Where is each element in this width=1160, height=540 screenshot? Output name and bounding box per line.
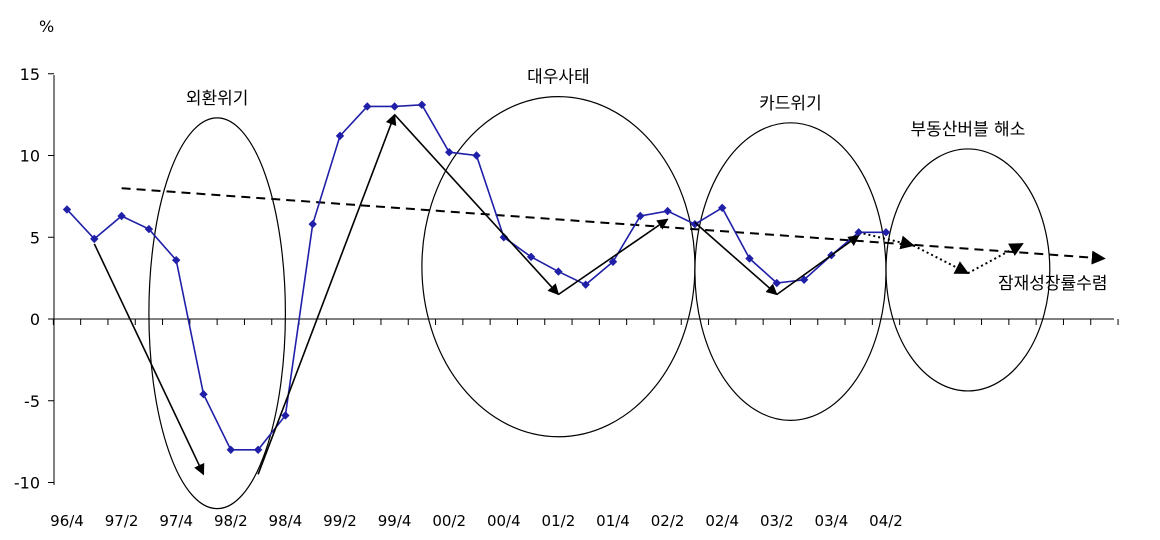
x-tick-label: 01/2 xyxy=(542,512,576,530)
data-point xyxy=(881,228,891,237)
data-point xyxy=(417,100,427,110)
phase-ellipses xyxy=(148,96,1051,510)
data-point xyxy=(335,131,345,141)
forecast-segment xyxy=(967,242,1024,275)
data-point xyxy=(363,102,372,111)
trend-layer xyxy=(121,187,1106,275)
x-tick-label: 02/2 xyxy=(651,512,685,530)
phase-label: 부동산버블 해소 xyxy=(910,120,1025,140)
phase-label: 외환위기 xyxy=(186,89,249,109)
data-point xyxy=(608,257,618,266)
data-point xyxy=(499,233,508,242)
phase-arrow xyxy=(694,221,778,296)
x-tick-label: 96/4 xyxy=(50,512,84,530)
data-point xyxy=(554,267,563,276)
data-point xyxy=(253,445,263,454)
data-point xyxy=(90,234,99,244)
y-tick-label: 10 xyxy=(20,147,40,166)
data-point xyxy=(854,228,863,237)
data-point xyxy=(472,151,481,160)
data-point xyxy=(308,219,317,229)
phase-arrow xyxy=(93,243,205,476)
data-point xyxy=(199,390,208,399)
data-point xyxy=(526,252,536,262)
end-label: 잠재성장률수렴 xyxy=(998,274,1107,294)
forecast-segment xyxy=(912,244,970,275)
trend-line xyxy=(121,187,1106,265)
data-point xyxy=(745,254,754,263)
y-tick-label: 0 xyxy=(30,310,40,329)
x-tick-labels: 96/4 97/2 97/4 98/2 98/4 99/2 99/4 00/2 00/4 01/2… xyxy=(50,512,903,530)
data-point xyxy=(445,148,454,157)
data-point xyxy=(144,224,154,234)
phase-arrow xyxy=(394,114,560,296)
data-point xyxy=(281,411,290,420)
data-point xyxy=(581,280,590,289)
data-point xyxy=(62,205,72,214)
y-tick-label: 5 xyxy=(30,228,40,247)
y-tick-label: -10 xyxy=(14,474,40,493)
x-tick-label: 00/2 xyxy=(432,512,466,530)
y-tick-labels: 15 10 5 0 -5 -10 xyxy=(14,65,40,493)
phase-arrow xyxy=(557,218,669,296)
x-tick-label: 03/2 xyxy=(760,512,794,530)
data-point xyxy=(799,275,809,284)
x-tick-label: 98/4 xyxy=(269,512,303,530)
x-tick-label: 00/4 xyxy=(487,512,521,530)
phase-ellipse xyxy=(421,96,696,438)
data-point xyxy=(636,211,645,221)
x-ticks xyxy=(52,319,1119,325)
phase-label: 대우사태 xyxy=(527,68,590,88)
phase-label: 카드위기 xyxy=(759,94,822,114)
x-tick-label: 99/2 xyxy=(323,512,357,530)
axes: % xyxy=(39,17,1119,485)
phase-ellipse xyxy=(885,148,1051,392)
x-tick-label: 03/4 xyxy=(815,512,849,530)
x-tick-label: 98/2 xyxy=(214,512,248,530)
data-point xyxy=(690,219,700,229)
data-point xyxy=(226,445,235,454)
series-layer xyxy=(62,100,891,454)
phase-arrow xyxy=(257,113,397,475)
x-tick-label: 04/2 xyxy=(869,512,903,530)
data-point xyxy=(718,203,727,213)
x-tick-label: 99/4 xyxy=(378,512,412,530)
forecast-segment xyxy=(858,231,915,250)
data-point xyxy=(117,211,126,221)
y-axis-label: % xyxy=(39,17,54,36)
phase-ellipse xyxy=(694,122,887,421)
data-point xyxy=(172,255,181,265)
x-tick-label: 97/4 xyxy=(159,512,193,530)
x-tick-label: 02/4 xyxy=(705,512,739,530)
data-point xyxy=(390,102,399,111)
phase-arrows xyxy=(93,113,860,476)
x-tick-label: 97/2 xyxy=(105,512,139,530)
x-tick-label: 01/4 xyxy=(596,512,630,530)
y-ticks xyxy=(48,73,54,483)
phase-ellipse xyxy=(148,117,286,510)
phase-arrow xyxy=(776,234,860,296)
data-point xyxy=(663,206,672,216)
y-tick-label: -5 xyxy=(24,392,40,411)
y-tick-label: 15 xyxy=(20,65,40,84)
data-point xyxy=(772,278,781,288)
